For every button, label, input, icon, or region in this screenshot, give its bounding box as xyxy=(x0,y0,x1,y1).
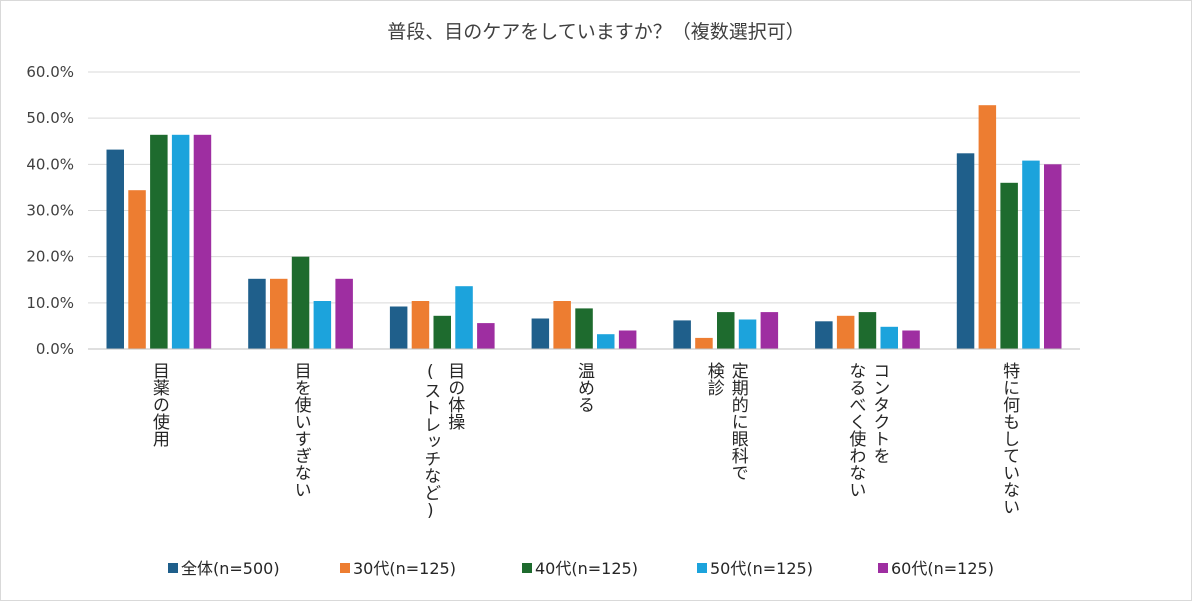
bar xyxy=(717,312,735,349)
category-label: 検診 xyxy=(704,362,725,396)
y-tick-label: 10.0% xyxy=(26,294,74,312)
legend-swatch xyxy=(522,563,532,573)
y-tick-label: 30.0% xyxy=(26,202,74,220)
bar xyxy=(815,321,833,349)
category-label: 定期的に眼科で xyxy=(728,362,749,481)
y-tick-label: 40.0% xyxy=(26,155,74,173)
bar xyxy=(836,315,855,349)
category-label: 目薬の使用 xyxy=(149,362,170,448)
legend-label: 60代(n=125) xyxy=(891,559,994,578)
chart-title: 普段、目のケアをしていますか？（複数選択可） xyxy=(387,21,804,43)
bar xyxy=(411,301,430,349)
bar xyxy=(291,256,310,349)
bar xyxy=(193,134,212,349)
bar xyxy=(248,278,266,349)
gridlines xyxy=(88,71,1080,304)
bar xyxy=(902,330,920,349)
legend-swatch xyxy=(340,563,350,573)
bar xyxy=(978,105,997,349)
y-tick-label: 20.0% xyxy=(26,248,74,266)
legend-swatch xyxy=(168,563,178,573)
bar xyxy=(738,319,757,349)
legend: 全体(n=500) 30代(n=125) 40代(n=125) 50代(n=125) 6… xyxy=(168,559,994,578)
bar xyxy=(575,308,593,349)
bar xyxy=(531,318,550,349)
bar xyxy=(389,306,408,349)
legend-swatch xyxy=(878,563,888,573)
y-axis-ticks: 0.0% 10.0% 20.0% 30.0% 40.0% 50.0% 60.0% xyxy=(26,63,74,358)
y-tick-label: 50.0% xyxy=(26,109,74,127)
legend-label: 50代(n=125) xyxy=(710,559,813,578)
bar xyxy=(1044,164,1062,349)
bar xyxy=(313,301,332,349)
legend-label: 30代(n=125) xyxy=(353,559,456,578)
bar xyxy=(880,326,898,349)
bar xyxy=(150,134,168,349)
legend-label: 40代(n=125) xyxy=(535,559,638,578)
bar xyxy=(597,334,615,349)
y-tick-label: 0.0% xyxy=(36,340,74,358)
bar xyxy=(673,320,691,349)
bar xyxy=(760,312,779,349)
category-label: なるべく使わない xyxy=(845,362,866,498)
bar xyxy=(455,286,473,349)
bar xyxy=(270,278,288,349)
category-label: コンタクトを xyxy=(869,362,889,464)
bar xyxy=(553,301,571,349)
bars xyxy=(106,105,1062,349)
bar xyxy=(1000,182,1018,349)
legend-swatch xyxy=(697,563,707,573)
bar xyxy=(106,149,124,349)
bar xyxy=(335,278,353,349)
bar xyxy=(477,323,495,349)
bar xyxy=(128,190,146,349)
category-label: 温める xyxy=(574,362,595,413)
category-label: 目を使いすぎない xyxy=(291,362,312,498)
category-label: 特に何もしていない xyxy=(999,362,1020,515)
category-label: 目の体操 xyxy=(444,362,465,431)
bar xyxy=(858,312,877,349)
bar xyxy=(618,330,637,349)
bar xyxy=(695,337,713,349)
y-tick-label: 60.0% xyxy=(26,63,74,81)
legend-label: 全体(n=500) xyxy=(181,559,280,578)
bar xyxy=(433,315,451,349)
category-label: (ストレッチなど) xyxy=(420,362,440,521)
bar xyxy=(1022,160,1040,349)
bar xyxy=(956,153,975,349)
bar xyxy=(171,134,190,349)
